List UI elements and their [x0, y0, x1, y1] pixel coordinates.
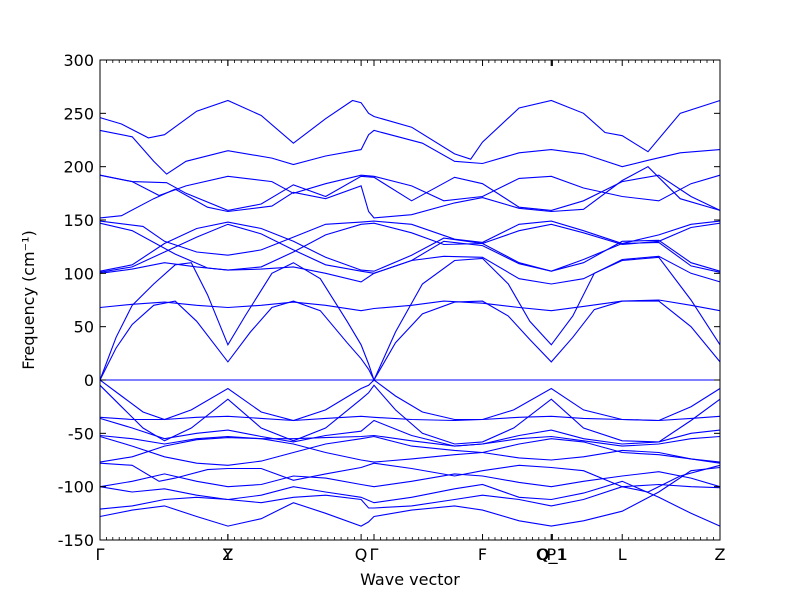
x-tick-label: Q_1: [537, 545, 568, 565]
band-line: [99, 256, 721, 382]
band-line: [99, 129, 721, 175]
band-line: [99, 221, 721, 272]
y-tick-label: 250: [63, 104, 94, 123]
x-tick-label: Γ: [96, 545, 105, 564]
band-line: [99, 483, 721, 510]
x-tick-label: Z: [715, 545, 726, 564]
y-tick-label: 200: [63, 158, 94, 177]
band-line: [99, 379, 721, 422]
plot-frame: [99, 59, 721, 541]
band-line: [99, 437, 721, 464]
y-tick-label: 300: [63, 51, 94, 70]
x-tick-label: P: [546, 545, 556, 564]
x-axis: Γ YZ Q Γ F PQ_1Q_1 L Z: [96, 60, 726, 565]
y-tick-label: 0: [84, 371, 94, 390]
band-line: [99, 174, 721, 202]
x-tick-label: Q_1: [536, 545, 567, 565]
band-line: [99, 255, 721, 285]
x-tick-label: Γ: [370, 545, 379, 564]
y-tick-label: 150: [63, 211, 94, 230]
y-axis-title: Frequency (cm⁻¹): [19, 230, 38, 369]
y-tick-label: 50: [74, 318, 94, 337]
band-lines: [99, 99, 721, 527]
y-tick-label: -150: [58, 531, 94, 550]
x-tick-label: L: [618, 545, 627, 564]
band-line: [99, 471, 721, 488]
band-line: [99, 166, 721, 219]
band-line: [99, 174, 721, 211]
band-line: [99, 220, 721, 256]
y-tick-label: 100: [63, 264, 94, 283]
x-tick-label: Y: [222, 545, 233, 564]
band-line: [99, 300, 721, 382]
band-line: [99, 415, 721, 422]
band-line: [99, 466, 721, 527]
band-line: [99, 434, 721, 447]
y-axis: -150 -100 -50 0 50 100 150 200 250 300: [58, 51, 720, 550]
band-line: [99, 480, 721, 527]
x-tick-label: Q: [355, 545, 368, 564]
band-line: [99, 462, 721, 493]
x-tick-label: Z: [222, 545, 233, 564]
y-tick-label: -50: [68, 424, 94, 443]
x-tick-label: F: [478, 545, 487, 564]
band-line: [99, 384, 721, 445]
band-line: [99, 99, 721, 160]
band-line: [99, 299, 721, 312]
y-tick-label: -100: [58, 478, 94, 497]
band-line: [99, 417, 721, 447]
x-axis-title: Wave vector: [360, 570, 460, 589]
band-line: [99, 435, 721, 466]
